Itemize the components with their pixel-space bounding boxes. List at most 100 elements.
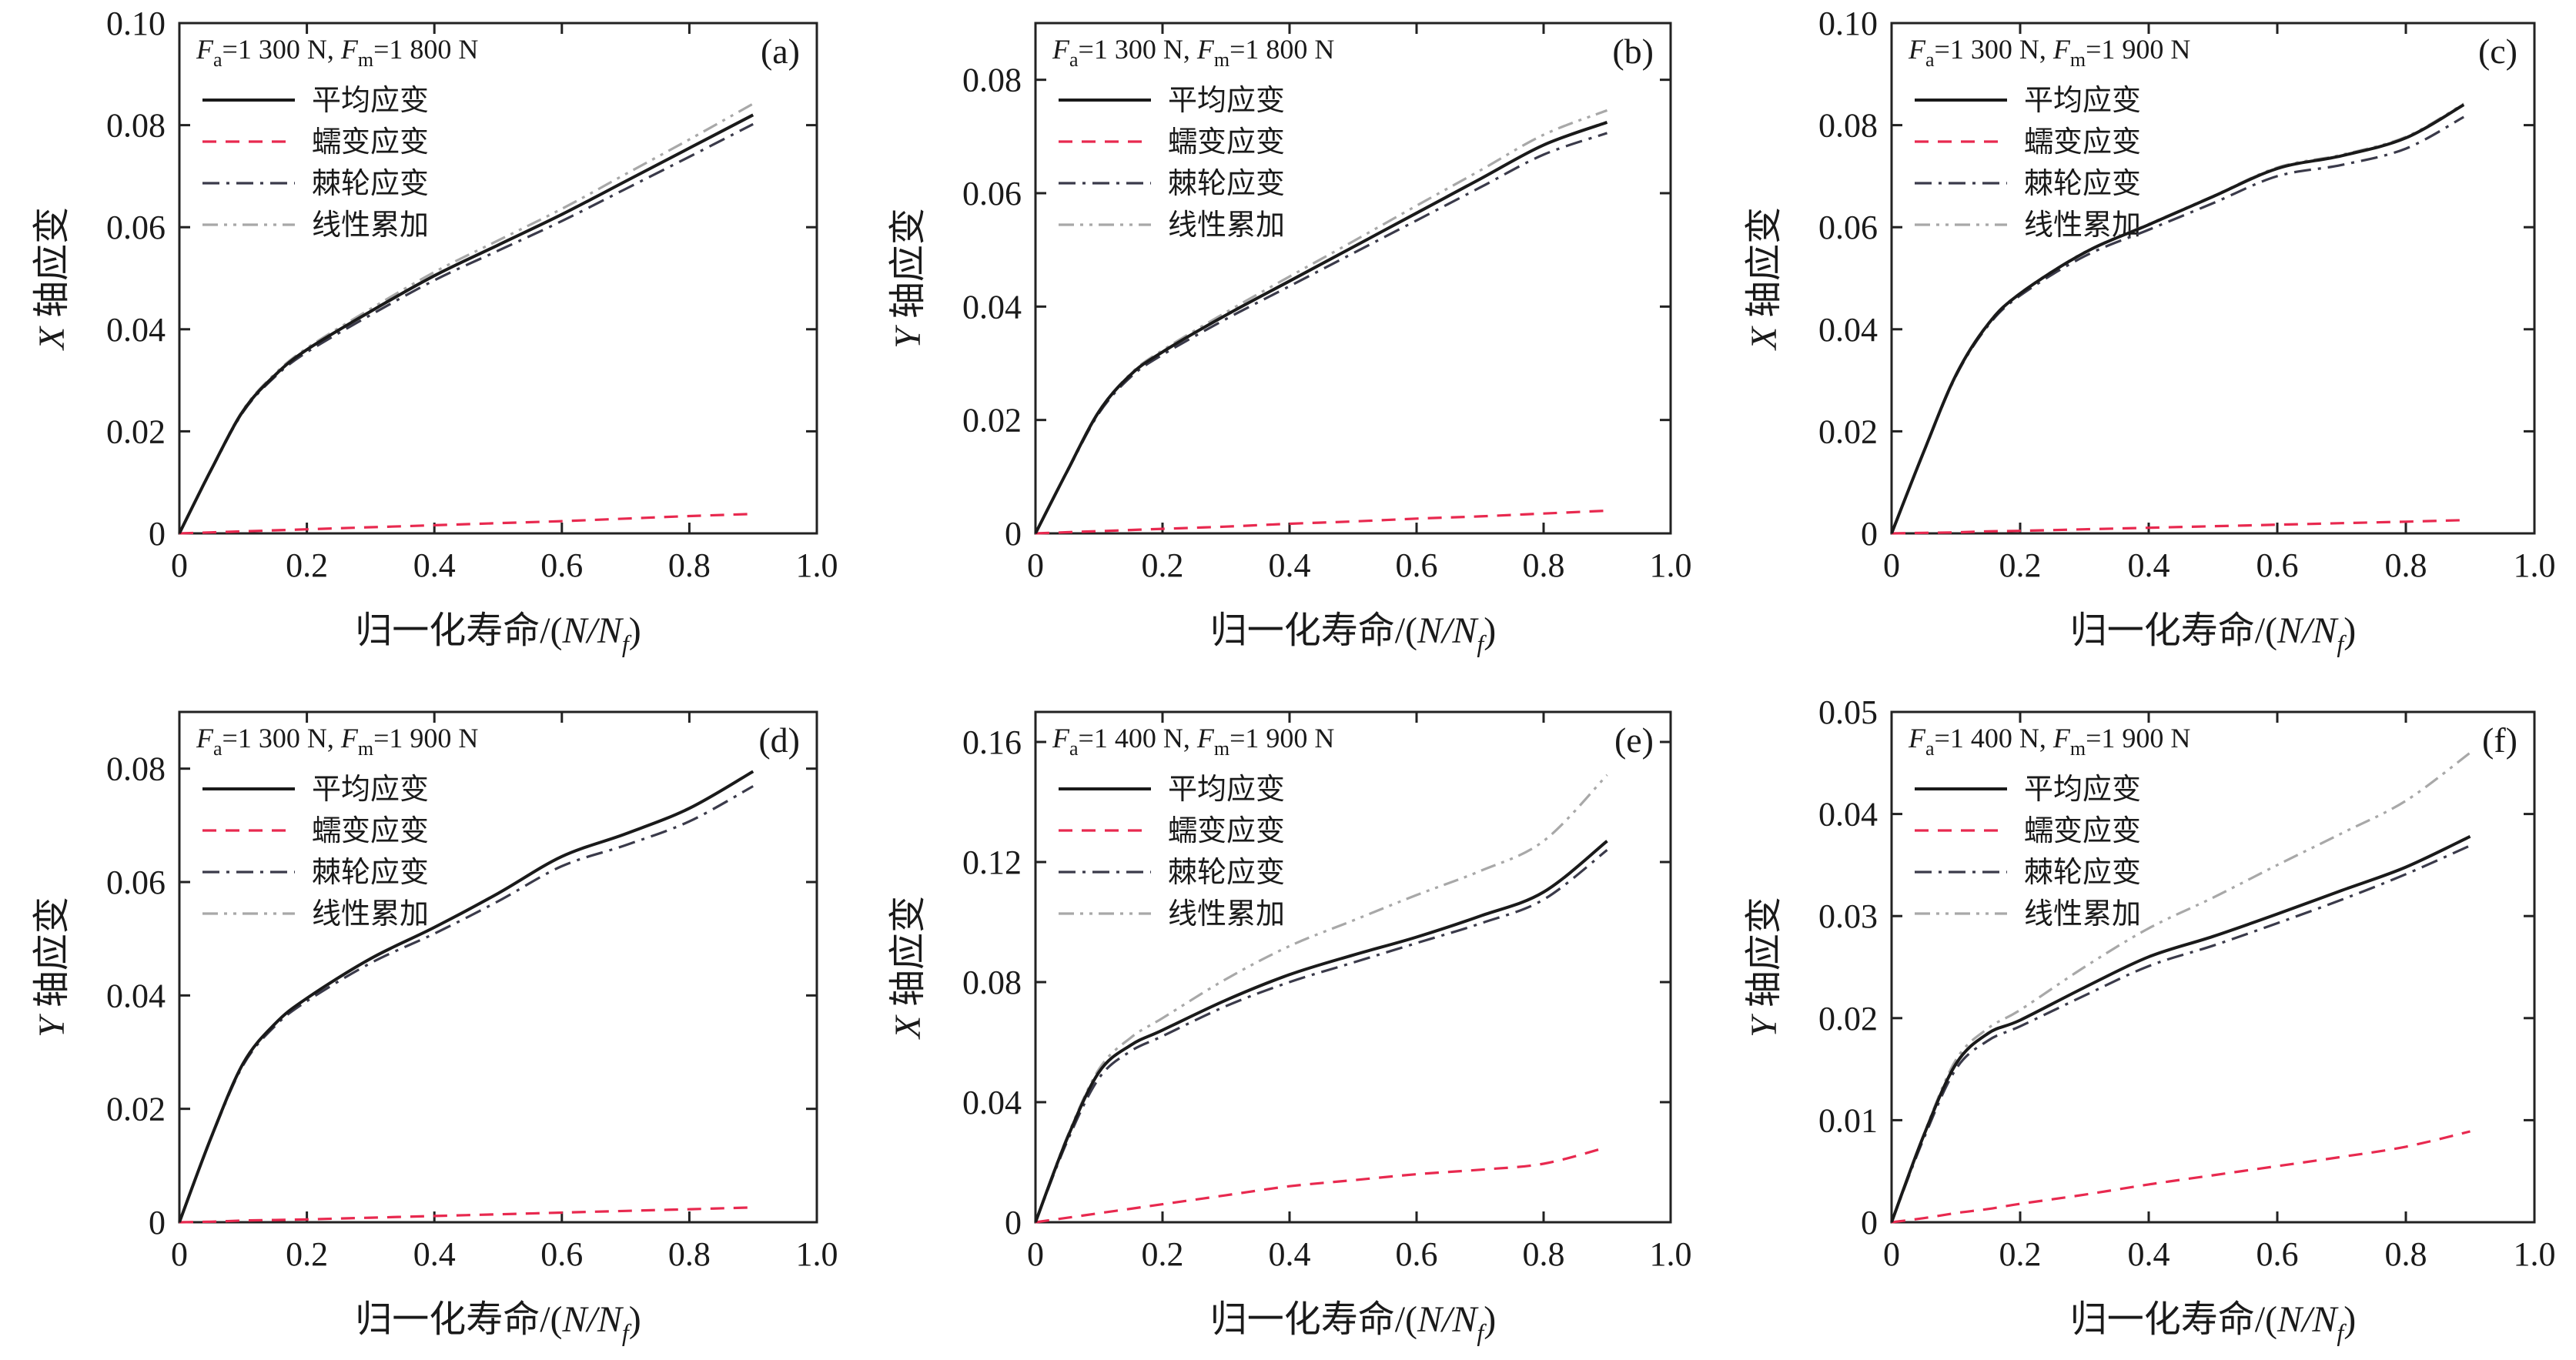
y-tick-label: 0.08 <box>1818 107 1878 145</box>
y-tick-label: 0 <box>1861 515 1878 553</box>
x-tick-label: 0.4 <box>413 1235 456 1273</box>
y-axis-label: Y 轴应变 <box>888 208 928 349</box>
legend-item-linear: 线性累加 <box>1059 209 1285 242</box>
condition-annotation: Fa=1 300 N, Fm=1 800 N <box>1052 34 1334 71</box>
y-tick-label: 0.04 <box>962 288 1022 326</box>
x-axis-label: 归一化寿命/(N/Nf) <box>355 1299 641 1346</box>
legend-label-ratchet: 棘轮应变 <box>1168 168 1285 200</box>
y-axis-label: Y 轴应变 <box>32 897 72 1038</box>
y-tick-label: 0.04 <box>1818 796 1878 834</box>
legend-item-ratchet: 棘轮应变 <box>1915 857 2141 889</box>
x-tick-label: 0 <box>1027 546 1044 584</box>
legend-item-ratchet: 棘轮应变 <box>1915 168 2141 200</box>
legend-label-linear: 线性累加 <box>1168 898 1285 931</box>
legend-label-creep: 蠕变应变 <box>312 126 429 159</box>
y-axis-label: X 轴应变 <box>888 896 928 1040</box>
legend-label-linear: 线性累加 <box>2024 209 2141 242</box>
y-tick-label: 0.10 <box>1818 5 1878 42</box>
series-line-linear <box>1034 774 1608 1223</box>
y-tick-label: 0.16 <box>962 723 1022 761</box>
legend-label-average: 平均应变 <box>2024 774 2141 806</box>
x-tick-label: 0.2 <box>286 546 328 584</box>
legend-label-ratchet: 棘轮应变 <box>312 857 429 889</box>
legend-item-linear: 线性累加 <box>202 209 429 242</box>
y-tick-label: 0.04 <box>106 977 166 1014</box>
legend-label-linear: 线性累加 <box>1168 209 1285 242</box>
panel-f: 0 0.2 0.4 0.6 0.8 1.0 0 0.01 0.02 0.03 0.04 0.05 归一化… <box>1744 693 2556 1346</box>
legend-item-creep: 蠕变应变 <box>1059 815 1285 847</box>
y-tick-label: 0 <box>1005 515 1022 553</box>
x-tick-label: 0.2 <box>1999 546 2042 584</box>
x-tick-label: 0.8 <box>2385 546 2427 584</box>
y-tick-label: 0.10 <box>106 5 166 42</box>
plot-frame <box>178 22 818 535</box>
x-tick-label: 1.0 <box>1650 546 1692 584</box>
legend-item-ratchet: 棘轮应变 <box>202 857 429 889</box>
y-tick-label: 0 <box>149 515 166 553</box>
series-line-average <box>1034 121 1608 534</box>
series-line-ratchet <box>178 122 754 534</box>
x-tick-label: 0.8 <box>1523 1235 1565 1273</box>
y-tick-label: 0.04 <box>1818 311 1878 349</box>
legend-item-ratchet: 棘轮应变 <box>202 168 429 200</box>
y-tick-label: 0.06 <box>106 209 166 246</box>
y-tick-label: 0.02 <box>106 413 166 450</box>
y-tick-label: 0.06 <box>1818 209 1878 246</box>
condition-annotation: Fa=1 300 N, Fm=1 900 N <box>1908 34 2190 71</box>
panel-b: 0 0.2 0.4 0.6 0.8 1.0 0 0.02 0.04 0.06 0.08 归一化寿命/(… <box>888 22 1692 657</box>
legend-label-average: 平均应变 <box>312 85 429 117</box>
x-tick-label: 0 <box>171 1235 188 1273</box>
legend-label-linear: 线性累加 <box>312 898 429 931</box>
legend-item-average: 平均应变 <box>202 774 429 806</box>
series-line-linear <box>178 770 754 1223</box>
panel-letter: (f) <box>2482 720 2517 760</box>
legend-label-creep: 蠕变应变 <box>2024 815 2141 847</box>
plot-frame <box>178 710 818 1224</box>
y-tick-label: 0.04 <box>962 1084 1022 1121</box>
x-tick-label: 0.2 <box>1142 546 1184 584</box>
legend-item-average: 平均应变 <box>1915 774 2141 806</box>
x-tick-label: 1.0 <box>796 1235 838 1273</box>
panel-a: 0 0.2 0.4 0.6 0.8 1.0 0 0.02 0.04 0.06 0.08 0.10 归一化… <box>32 5 838 657</box>
y-tick-label: 0.03 <box>1818 897 1878 935</box>
x-tick-label: 0.6 <box>1396 546 1438 584</box>
legend-item-average: 平均应变 <box>202 85 429 117</box>
y-tick-label: 0.08 <box>106 750 166 788</box>
x-tick-label: 0 <box>1027 1235 1044 1273</box>
legend-item-average: 平均应变 <box>1059 85 1285 117</box>
series-line-creep <box>1035 1145 1607 1224</box>
series-line-creep <box>1035 509 1607 535</box>
series-line-linear <box>178 102 754 534</box>
y-tick-label: 0.06 <box>106 864 166 901</box>
series-line-ratchet <box>1890 115 2464 534</box>
x-tick-label: 0 <box>171 546 188 584</box>
legend-item-creep: 蠕变应变 <box>202 815 429 847</box>
y-tick-label: 0.08 <box>962 964 1022 1001</box>
legend-label-creep: 蠕变应变 <box>1168 815 1285 847</box>
series-line-ratchet <box>1034 849 1608 1223</box>
y-tick-label: 0.08 <box>962 62 1022 99</box>
plot-frame <box>1034 710 1672 1224</box>
y-axis-label: Y 轴应变 <box>1744 897 1785 1038</box>
y-axis-label: X 轴应变 <box>32 207 72 351</box>
x-axis-label: 归一化寿命/(N/Nf) <box>2070 610 2357 657</box>
legend-item-creep: 蠕变应变 <box>1915 815 2141 847</box>
x-tick-label: 0.6 <box>1396 1235 1438 1273</box>
plot-frame <box>1890 22 2536 535</box>
series-line-ratchet <box>178 785 754 1223</box>
legend-item-ratchet: 棘轮应变 <box>1059 857 1285 889</box>
y-tick-label: 0.02 <box>1818 1000 1878 1038</box>
x-tick-label: 0 <box>1883 1235 1900 1273</box>
series-line-linear <box>1890 102 2464 534</box>
series-line-linear <box>1034 109 1608 534</box>
legend-label-ratchet: 棘轮应变 <box>312 168 429 200</box>
legend-label-average: 平均应变 <box>2024 85 2141 117</box>
condition-annotation: Fa=1 400 N, Fm=1 900 N <box>1052 723 1334 760</box>
x-axis-label: 归一化寿命/(N/Nf) <box>1210 610 1497 657</box>
